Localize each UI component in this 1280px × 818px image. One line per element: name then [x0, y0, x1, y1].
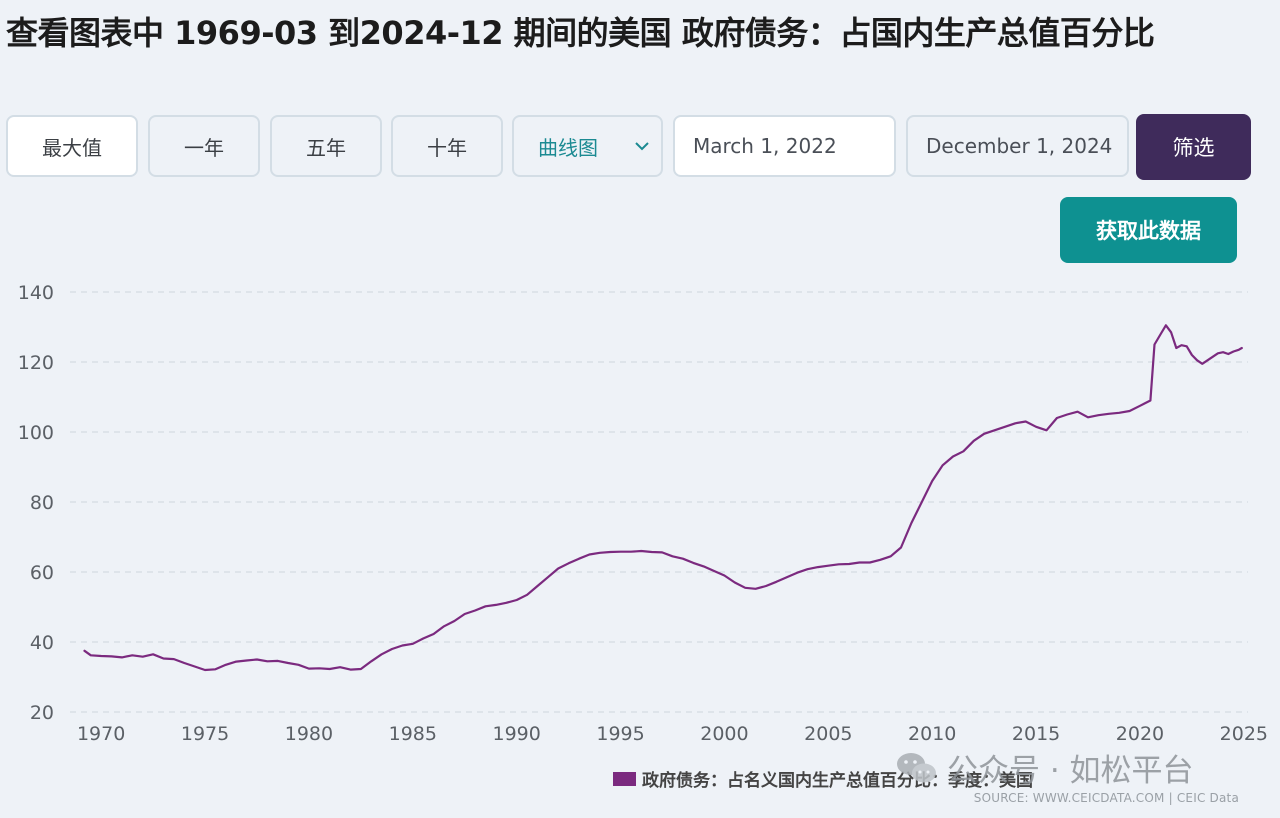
filter-button[interactable]: 筛选 [1136, 114, 1251, 180]
chart-type-value: 曲线图 [538, 135, 598, 160]
watermark: 公众号 · 如松平台 [895, 745, 1194, 790]
y-tick-label: 40 [30, 632, 54, 654]
range-1y-button[interactable]: 一年 [148, 115, 260, 177]
wechat-icon [897, 752, 936, 782]
chart-legend: 政府债务：占名义国内生产总值百分比：季度：美国 [613, 766, 1033, 791]
x-tick-label: 2020 [1116, 723, 1164, 745]
get-data-button[interactable]: 获取此数据 [1060, 197, 1237, 263]
start-date-input[interactable]: March 1, 2022 [673, 115, 896, 177]
range-max-button[interactable]: 最大值 [6, 115, 138, 177]
end-date-input[interactable]: December 1, 2024 [906, 115, 1129, 177]
series-line [83, 324, 1243, 672]
x-tick-label: 2015 [1012, 723, 1060, 745]
source-note: SOURCE: WWW.CEICDATA.COM | CEIC Data [973, 791, 1239, 805]
range-5y-button[interactable]: 五年 [270, 115, 382, 177]
legend-label: 政府债务：占名义国内生产总值百分比：季度：美国 [642, 771, 1033, 791]
x-tick-label: 2005 [804, 723, 852, 745]
x-tick-label: 2025 [1220, 723, 1268, 745]
x-tick-label: 1985 [389, 723, 437, 745]
y-tick-label: 20 [30, 702, 54, 724]
page-title: 查看图表中 1969-03 到2024-12 期间的美国 政府债务：占国内生产总… [6, 14, 1155, 52]
chevron-down-icon [635, 142, 649, 151]
y-tick-label: 60 [30, 562, 54, 584]
y-tick-label: 120 [18, 352, 54, 374]
x-tick-label: 1970 [77, 723, 125, 745]
y-tick-label: 80 [30, 492, 54, 514]
watermark-text: 公众号 · 如松平台 [947, 753, 1194, 789]
chart-type-select[interactable]: 曲线图 [512, 115, 663, 177]
x-tick-label: 2010 [908, 723, 956, 745]
y-tick-label: 100 [18, 422, 54, 444]
x-tick-label: 2000 [700, 723, 748, 745]
x-tick-label: 1980 [285, 723, 333, 745]
range-10y-button[interactable]: 十年 [391, 115, 503, 177]
x-tick-label: 1995 [596, 723, 644, 745]
legend-swatch [613, 771, 636, 786]
y-tick-label: 140 [18, 282, 54, 304]
x-tick-label: 1990 [493, 723, 541, 745]
x-tick-label: 1975 [181, 723, 229, 745]
